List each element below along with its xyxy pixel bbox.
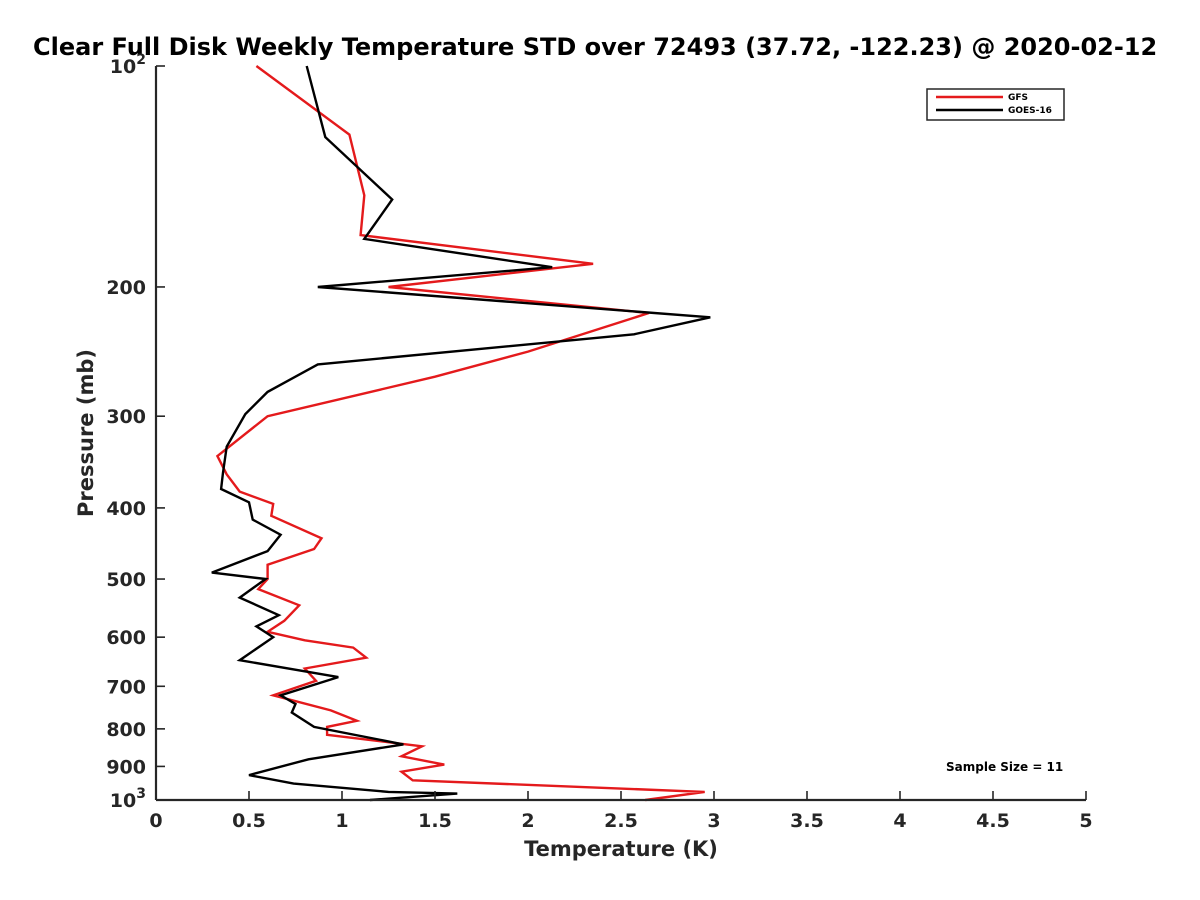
sample-size-annotation: Sample Size = 11 bbox=[946, 760, 1063, 774]
x-tick-label: 4 bbox=[893, 810, 906, 832]
y-ticks: 102 200 300 400 500 600 700 800 900 103 bbox=[106, 52, 165, 812]
y-axis-label: Pressure (mb) bbox=[74, 349, 98, 517]
y-tick-label: 700 bbox=[106, 676, 146, 698]
x-ticks: 0 0.5 1 1.5 2 2.5 3 3.5 4 4.5 5 bbox=[149, 791, 1093, 832]
y-tick-label: 200 bbox=[106, 277, 146, 299]
x-tick-label: 3 bbox=[707, 810, 720, 832]
x-tick-label: 3.5 bbox=[790, 810, 824, 832]
y-tick-label: 800 bbox=[106, 719, 146, 741]
legend-box bbox=[926, 88, 1065, 121]
series-line-goes16 bbox=[211, 65, 711, 802]
x-tick-label: 4.5 bbox=[976, 810, 1010, 832]
x-tick-label: 5 bbox=[1079, 810, 1092, 832]
x-tick-label: 1.5 bbox=[418, 810, 452, 832]
series-layer bbox=[211, 65, 711, 802]
series-line-gfs bbox=[215, 65, 705, 802]
y-tick-label: 500 bbox=[106, 569, 146, 591]
x-tick-label: 2.5 bbox=[604, 810, 638, 832]
y-tick-label: 102 bbox=[110, 52, 146, 78]
legend: GFS GOES-16 bbox=[926, 88, 1065, 121]
y-tick-label: 400 bbox=[106, 498, 146, 520]
legend-label-gfs: GFS bbox=[1008, 93, 1028, 103]
x-tick-label: 0.5 bbox=[232, 810, 266, 832]
chart-title: Clear Full Disk Weekly Temperature STD o… bbox=[33, 33, 1157, 61]
y-tick-label: 900 bbox=[106, 756, 146, 778]
legend-label-goes16: GOES-16 bbox=[1008, 106, 1052, 116]
y-tick-label: 103 bbox=[110, 786, 146, 812]
x-tick-label: 2 bbox=[521, 810, 534, 832]
y-tick-label: 300 bbox=[106, 406, 146, 428]
x-axis-label: Temperature (K) bbox=[524, 837, 718, 861]
x-tick-label: 1 bbox=[335, 810, 348, 832]
x-tick-label: 0 bbox=[149, 810, 162, 832]
y-tick-label: 600 bbox=[106, 627, 146, 649]
